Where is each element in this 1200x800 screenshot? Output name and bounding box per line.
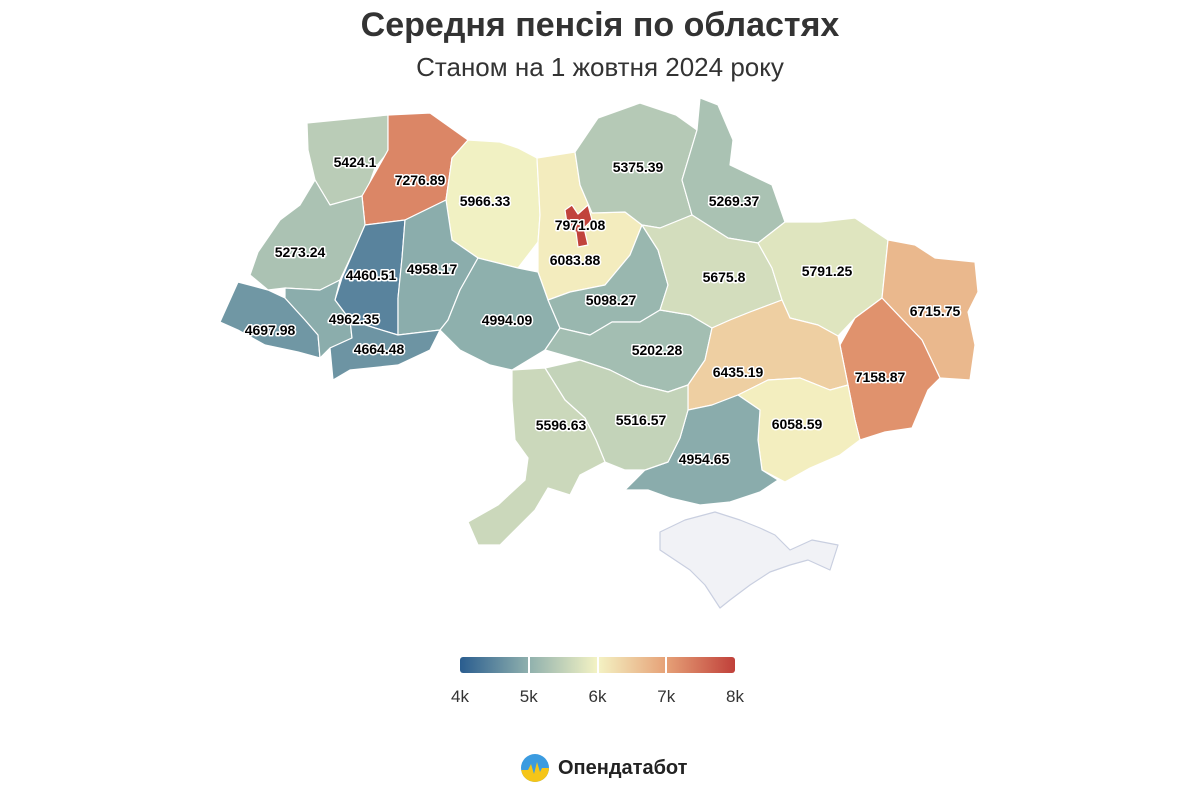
labels-layer: 5424.1 7276.89 5966.33 7971.08 6083.88 5…	[243, 153, 962, 469]
label-ternopil: 4460.51	[346, 267, 397, 283]
map-title: Середня пенсія по областях	[360, 6, 840, 44]
label-mykolaiv: 5516.57	[616, 412, 667, 428]
legend-tick	[596, 657, 599, 673]
map-subtitle: Станом на 1 жовтня 2024 року	[416, 52, 784, 82]
label-zhytomyr: 5966.33	[460, 193, 511, 209]
label-luhansk: 6715.75	[910, 303, 961, 319]
label-kyiv-oblast: 6083.88	[550, 252, 601, 268]
region-sumy[interactable]	[681, 97, 786, 244]
label-poltava: 5675.8	[703, 269, 746, 285]
label-khmelnytskyi: 4958.17	[407, 261, 458, 277]
region-donetsk[interactable]	[839, 297, 941, 441]
legend-tick	[665, 657, 668, 673]
region-chernivtsi[interactable]	[329, 319, 441, 381]
label-volyn: 5424.1	[334, 154, 377, 170]
legend-tick	[527, 657, 530, 673]
label-sumy: 5269.37	[709, 193, 760, 209]
label-chernihiv: 5375.39	[613, 159, 664, 175]
legend-label-5k: 5k	[519, 687, 538, 706]
label-lviv: 5273.24	[275, 244, 326, 260]
label-dnipropetrovsk: 6435.19	[713, 364, 764, 380]
label-cherkasy: 5098.27	[586, 292, 637, 308]
label-zakarpattia: 4697.98	[245, 322, 296, 338]
regions-layer	[219, 97, 979, 609]
label-zaporizhzhia: 6058.59	[772, 416, 823, 432]
region-odesa[interactable]	[467, 367, 606, 546]
label-kyiv-city: 7971.08	[555, 217, 606, 233]
label-kharkiv: 5791.25	[802, 263, 853, 279]
legend-label-8k: 8k	[726, 687, 744, 706]
legend-label-4k: 4k	[451, 687, 469, 706]
region-zhytomyr[interactable]	[445, 139, 541, 269]
color-legend: 4k 5k 6k 7k 8k	[451, 657, 744, 706]
label-kirovohrad: 5202.28	[632, 342, 683, 358]
label-chernivtsi: 4664.48	[354, 341, 405, 357]
label-odesa: 5596.63	[536, 417, 587, 433]
legend-label-7k: 7k	[657, 687, 676, 706]
label-vinnytsia: 4994.09	[482, 312, 533, 328]
label-rivne: 7276.89	[395, 172, 446, 188]
legend-label-6k: 6k	[588, 687, 607, 706]
region-kyiv-city[interactable]	[564, 204, 593, 248]
label-donetsk: 7158.87	[855, 369, 906, 385]
opendatabot-logo-icon	[521, 754, 549, 782]
brand-name: Опендатабот	[558, 756, 688, 779]
region-crimea	[659, 511, 839, 609]
label-kherson: 4954.65	[679, 451, 730, 467]
label-ivano-frankivsk: 4962.35	[329, 311, 380, 327]
brand: Опендатабот	[520, 752, 687, 784]
